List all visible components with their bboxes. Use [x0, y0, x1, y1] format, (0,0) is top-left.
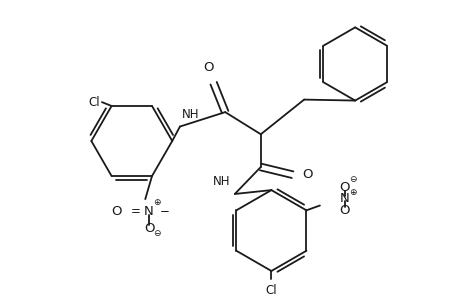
Text: =: = — [130, 205, 140, 218]
Text: Cl: Cl — [265, 284, 277, 298]
Text: O: O — [302, 168, 312, 181]
Text: O: O — [111, 205, 121, 218]
Text: NH: NH — [212, 175, 230, 188]
Text: NH: NH — [181, 108, 199, 121]
Text: O: O — [203, 61, 213, 74]
Text: ⊕: ⊕ — [153, 199, 160, 208]
Text: O: O — [339, 181, 349, 194]
Text: O: O — [339, 204, 349, 217]
Text: ⊕: ⊕ — [348, 188, 356, 197]
Text: N: N — [144, 205, 154, 218]
Text: Cl: Cl — [88, 96, 100, 109]
Text: −: − — [159, 205, 169, 218]
Text: O: O — [144, 221, 154, 235]
Text: ⊖: ⊖ — [348, 175, 356, 184]
Text: ⊖: ⊖ — [153, 229, 160, 238]
Text: N: N — [339, 192, 349, 205]
